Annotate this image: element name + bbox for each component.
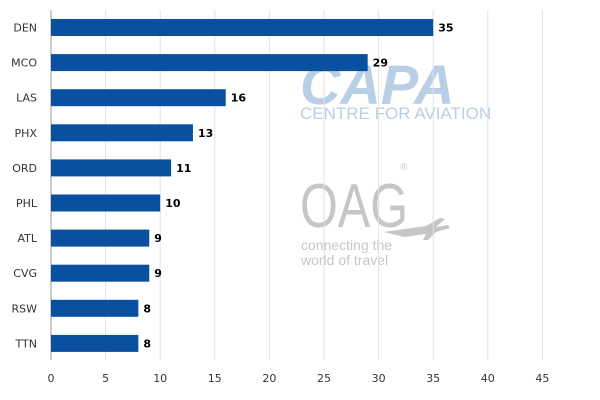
category-label: PHL [16, 197, 38, 210]
capa-tagline: CENTRE FOR AVIATION [300, 104, 491, 123]
x-axis-ticks: 0 5 10 15 20 25 30 35 40 45 [48, 372, 550, 385]
data-label: 35 [438, 22, 453, 35]
x-tick-label: 5 [102, 372, 109, 385]
category-label: RSW [11, 302, 37, 315]
bar [51, 124, 193, 142]
category-label: DEN [13, 22, 37, 35]
x-tick-label: 15 [208, 372, 222, 385]
bar [51, 54, 368, 72]
category-label: PHX [15, 127, 38, 140]
x-tick-label: 10 [153, 372, 167, 385]
bar [51, 19, 434, 36]
data-label: 10 [165, 197, 181, 210]
data-label: 9 [154, 232, 162, 245]
category-label: TTN [15, 337, 37, 350]
oag-watermark: OAG ® connecting the world of travel [300, 162, 450, 268]
x-tick-label: 35 [426, 372, 440, 385]
data-label: 29 [373, 57, 388, 70]
data-label: 8 [143, 302, 151, 315]
x-tick-label: 25 [317, 372, 331, 385]
bar [51, 334, 139, 352]
category-label: MCO [11, 57, 37, 70]
category-label: ORD [12, 162, 37, 175]
data-label: 13 [198, 127, 213, 140]
data-labels: 35 29 16 13 11 10 9 9 8 8 [143, 22, 453, 351]
category-label: CVG [13, 267, 37, 280]
bar [51, 159, 172, 177]
bar [51, 194, 161, 212]
x-tick-label: 20 [262, 372, 276, 385]
category-label: ATL [17, 232, 37, 245]
x-tick-label: 0 [48, 372, 55, 385]
x-tick-label: 45 [535, 372, 549, 385]
data-label: 11 [176, 162, 191, 175]
x-tick-label: 40 [481, 372, 495, 385]
x-tick-label: 30 [372, 372, 386, 385]
data-label: 9 [154, 267, 162, 280]
category-label: LAS [16, 92, 37, 105]
data-label: 16 [231, 92, 247, 105]
capa-watermark: CAPA CENTRE FOR AVIATION [300, 53, 491, 123]
bar [51, 264, 150, 282]
bars [51, 19, 434, 352]
oag-registered-mark: ® [400, 162, 408, 173]
bar [51, 229, 150, 247]
oag-logo: OAG [300, 172, 408, 241]
oag-tagline-line2: world of travel [300, 252, 388, 268]
category-labels: DEN MCO LAS PHX ORD PHL ATL CVG RSW TTN [11, 22, 38, 351]
data-label: 8 [143, 337, 151, 350]
bar [51, 89, 226, 107]
bar [51, 299, 139, 317]
